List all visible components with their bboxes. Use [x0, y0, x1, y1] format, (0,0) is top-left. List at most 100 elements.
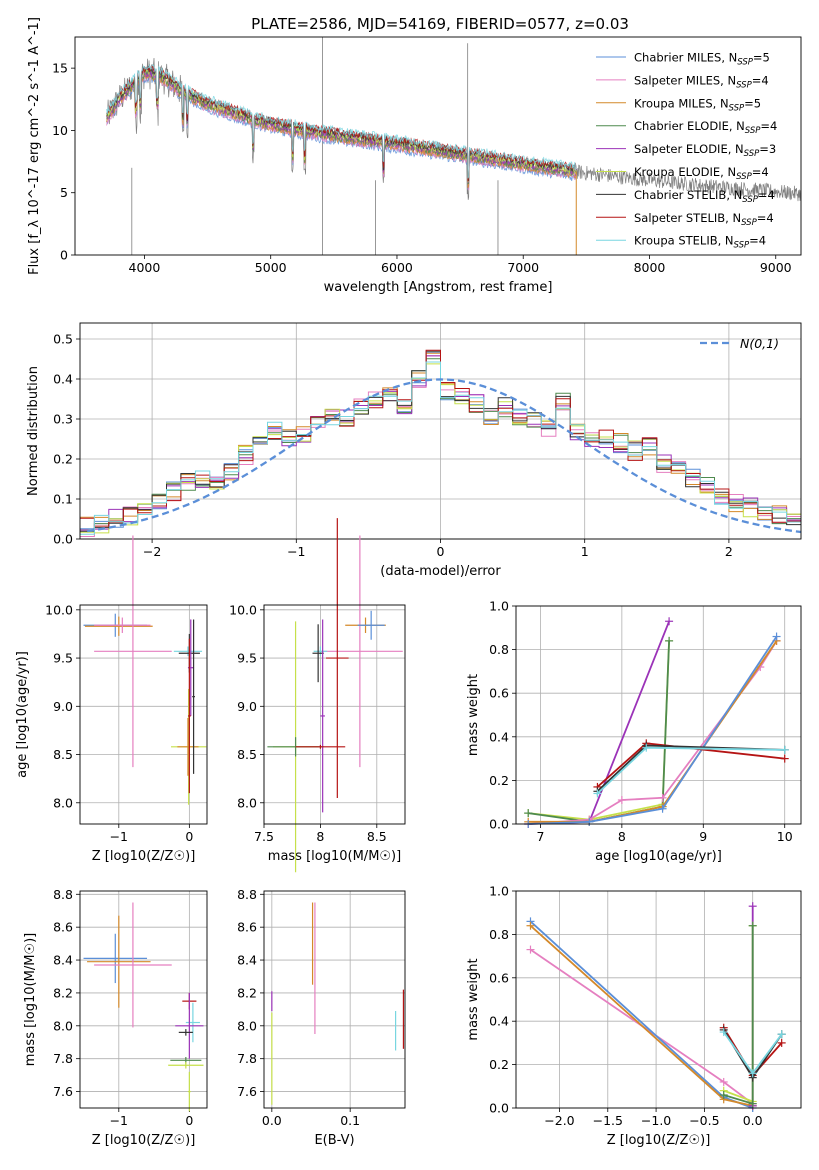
weight-marker: [748, 921, 757, 930]
x-tick-label: 7000: [507, 260, 539, 275]
y-tick-label: 0.0: [489, 817, 509, 832]
weight-line-chabrier-elodie: [723, 925, 754, 1105]
y-tick-label: 7.6: [53, 1084, 73, 1099]
y-tick-label: 0.8: [489, 927, 509, 942]
weight-marker: [658, 804, 667, 813]
x-tick-label: 8000: [634, 260, 666, 275]
x-axis-label: Z [log10(Z/Z☉)]: [92, 1133, 196, 1148]
x-tick-label: 0.0: [743, 1113, 763, 1128]
weight-line-chabrier-elodie: [528, 640, 670, 823]
weight-marker: [748, 902, 757, 911]
axis-ticks: 7.5 8 8.5 8.0 8.5 9.0 9.5 10.0: [229, 602, 387, 844]
gaussian-curve: [87, 378, 802, 534]
data-point-errorbar: [173, 646, 203, 657]
x-tick-label: −1.5: [593, 1113, 623, 1128]
x-tick-label: 0: [185, 829, 193, 844]
x-tick-label: −2: [143, 544, 161, 559]
weight-marker: [593, 789, 602, 798]
x-tick-label: −0.5: [689, 1113, 719, 1128]
weight-vs-metallicity-panel: −2.0 −1.5 −1.0 −0.5 0.0 0.0 0.2 0.4 0.6 0.8 1.0 Z […: [466, 884, 802, 1148]
weight-marker: [780, 745, 789, 754]
y-tick-label: 9.5: [53, 651, 73, 666]
x-tick-label: −1: [110, 829, 128, 844]
y-tick-label: 0.8: [489, 642, 509, 657]
axes-frame: [515, 605, 802, 825]
data-point-errorbar: [168, 1061, 204, 1069]
y-tick-label: 8.0: [237, 1018, 257, 1033]
legend-label: Chabrier STELIB, NSSP=4: [634, 188, 775, 205]
x-tick-label: 0: [437, 544, 445, 559]
data-point-errorbar: [94, 902, 172, 1028]
x-tick-label: 0.1: [340, 1113, 360, 1128]
mass-vs-ebv-panel: 0.0 0.1 7.6 7.8 8.0 8.2 8.4 8.6 8.8 E(B-V): [237, 887, 406, 1148]
y-tick-label: 8.0: [237, 795, 257, 810]
data-point-errorbar: [357, 610, 385, 640]
y-tick-label: 0.5: [53, 332, 73, 347]
plot-area: [263, 605, 405, 824]
y-tick-label: 0.0: [489, 1101, 509, 1116]
y-tick-label: 7.8: [237, 1051, 257, 1066]
data-point-errorbar: [175, 992, 204, 1059]
spectrum-legend: Chabrier MILES, NSSP=5 Salpeter MILES, NS…: [596, 51, 777, 251]
weight-line-kroupa-stelib: [596, 746, 785, 795]
data-point-errorbar: [84, 616, 153, 636]
x-axis-label: (data-model)/error: [380, 564, 501, 579]
y-tick-label: 0.4: [53, 372, 73, 387]
age-vs-metallicity-panel: −1 0 8.0 8.5 9.0 9.5 10.0 Z [log10(Z/Z☉)] age [l…: [15, 535, 208, 864]
weight-marker: [777, 1038, 786, 1047]
y-tick-label: 1.0: [489, 599, 509, 614]
legend-label: Salpeter STELIB, NSSP=4: [634, 211, 774, 228]
x-tick-label: 8: [618, 829, 626, 844]
x-tick-label: 5000: [255, 260, 287, 275]
x-axis-label: wavelength [Angstrom, rest frame]: [324, 280, 553, 295]
y-tick-label: 0.6: [489, 686, 509, 701]
weight-marker: [617, 796, 626, 805]
axes-frame: [515, 890, 802, 1109]
plot-area: [516, 605, 801, 825]
y-tick-label: 9.0: [237, 699, 257, 714]
axis-ticks: 0.0 0.1 7.6 7.8 8.0 8.2 8.4 8.6 8.8: [237, 887, 360, 1128]
y-tick-label: 8.6: [53, 920, 73, 935]
weight-marker: [719, 1077, 728, 1086]
legend-label: Salpeter ELODIE, NSSP=3: [634, 142, 776, 159]
data-point-errorbar: [320, 619, 325, 813]
axes-frame: [79, 604, 208, 825]
residuals-histogram-panel: −2 −1 0 1 2 0.0 0.1 0.2 0.3 0.4 0.5 (data-model)/er…: [26, 322, 802, 579]
histogram-kroupa-stelib: [80, 361, 801, 535]
x-tick-label: −1: [110, 1113, 128, 1128]
y-axis-label: mass weight: [466, 958, 481, 1040]
y-axis-label: Flux [f_λ 10^-17 erg cm^-2 s^-1 A^-1]: [27, 17, 42, 275]
y-tick-label: 8.4: [53, 953, 73, 968]
y-tick-label: 7.6: [237, 1084, 257, 1099]
y-axis-label: mass weight: [466, 674, 481, 756]
y-tick-label: 8.0: [53, 795, 73, 810]
data-point-errorbar: [178, 1029, 193, 1036]
x-tick-label: 9: [699, 829, 707, 844]
weight-line-salpeter-miles: [528, 640, 778, 825]
data-point-errorbar: [94, 617, 151, 633]
y-tick-label: 0.4: [489, 729, 509, 744]
x-tick-label: 7.5: [254, 829, 274, 844]
axis-ticks: −2.0 −1.5 −1.0 −0.5 0.0 0.0 0.2 0.4 0.6 0.8 1.0: [489, 884, 763, 1129]
weight-marker: [524, 809, 533, 818]
y-tick-label: 0.4: [489, 1014, 509, 1029]
weight-marker: [772, 632, 781, 641]
x-axis-label: Z [log10(Z/Z☉)]: [607, 1133, 711, 1148]
spectrum-panel: 4000 5000 6000 7000 8000 9000 0 5 10 15 wavelength…: [27, 17, 802, 295]
y-tick-label: 10: [52, 123, 68, 138]
y-tick-label: 0.3: [53, 412, 73, 427]
x-tick-label: −1.0: [641, 1113, 671, 1128]
x-tick-label: 8: [316, 829, 324, 844]
plot-area: [516, 890, 801, 1109]
y-axis-label: mass [log10(M/M☉)]: [23, 933, 38, 1066]
y-tick-label: 0.2: [489, 1057, 509, 1072]
x-axis-label: Z [log10(Z/Z☉)]: [92, 849, 196, 864]
y-tick-label: 7.8: [53, 1051, 73, 1066]
y-tick-label: 0.0: [53, 532, 73, 547]
y-tick-label: 8.4: [237, 953, 257, 968]
y-tick-label: 0.6: [489, 970, 509, 985]
weight-marker: [526, 945, 535, 954]
y-tick-label: 9.0: [53, 699, 73, 714]
data-point-errorbar: [94, 535, 172, 768]
x-tick-label: 0: [185, 1113, 193, 1128]
